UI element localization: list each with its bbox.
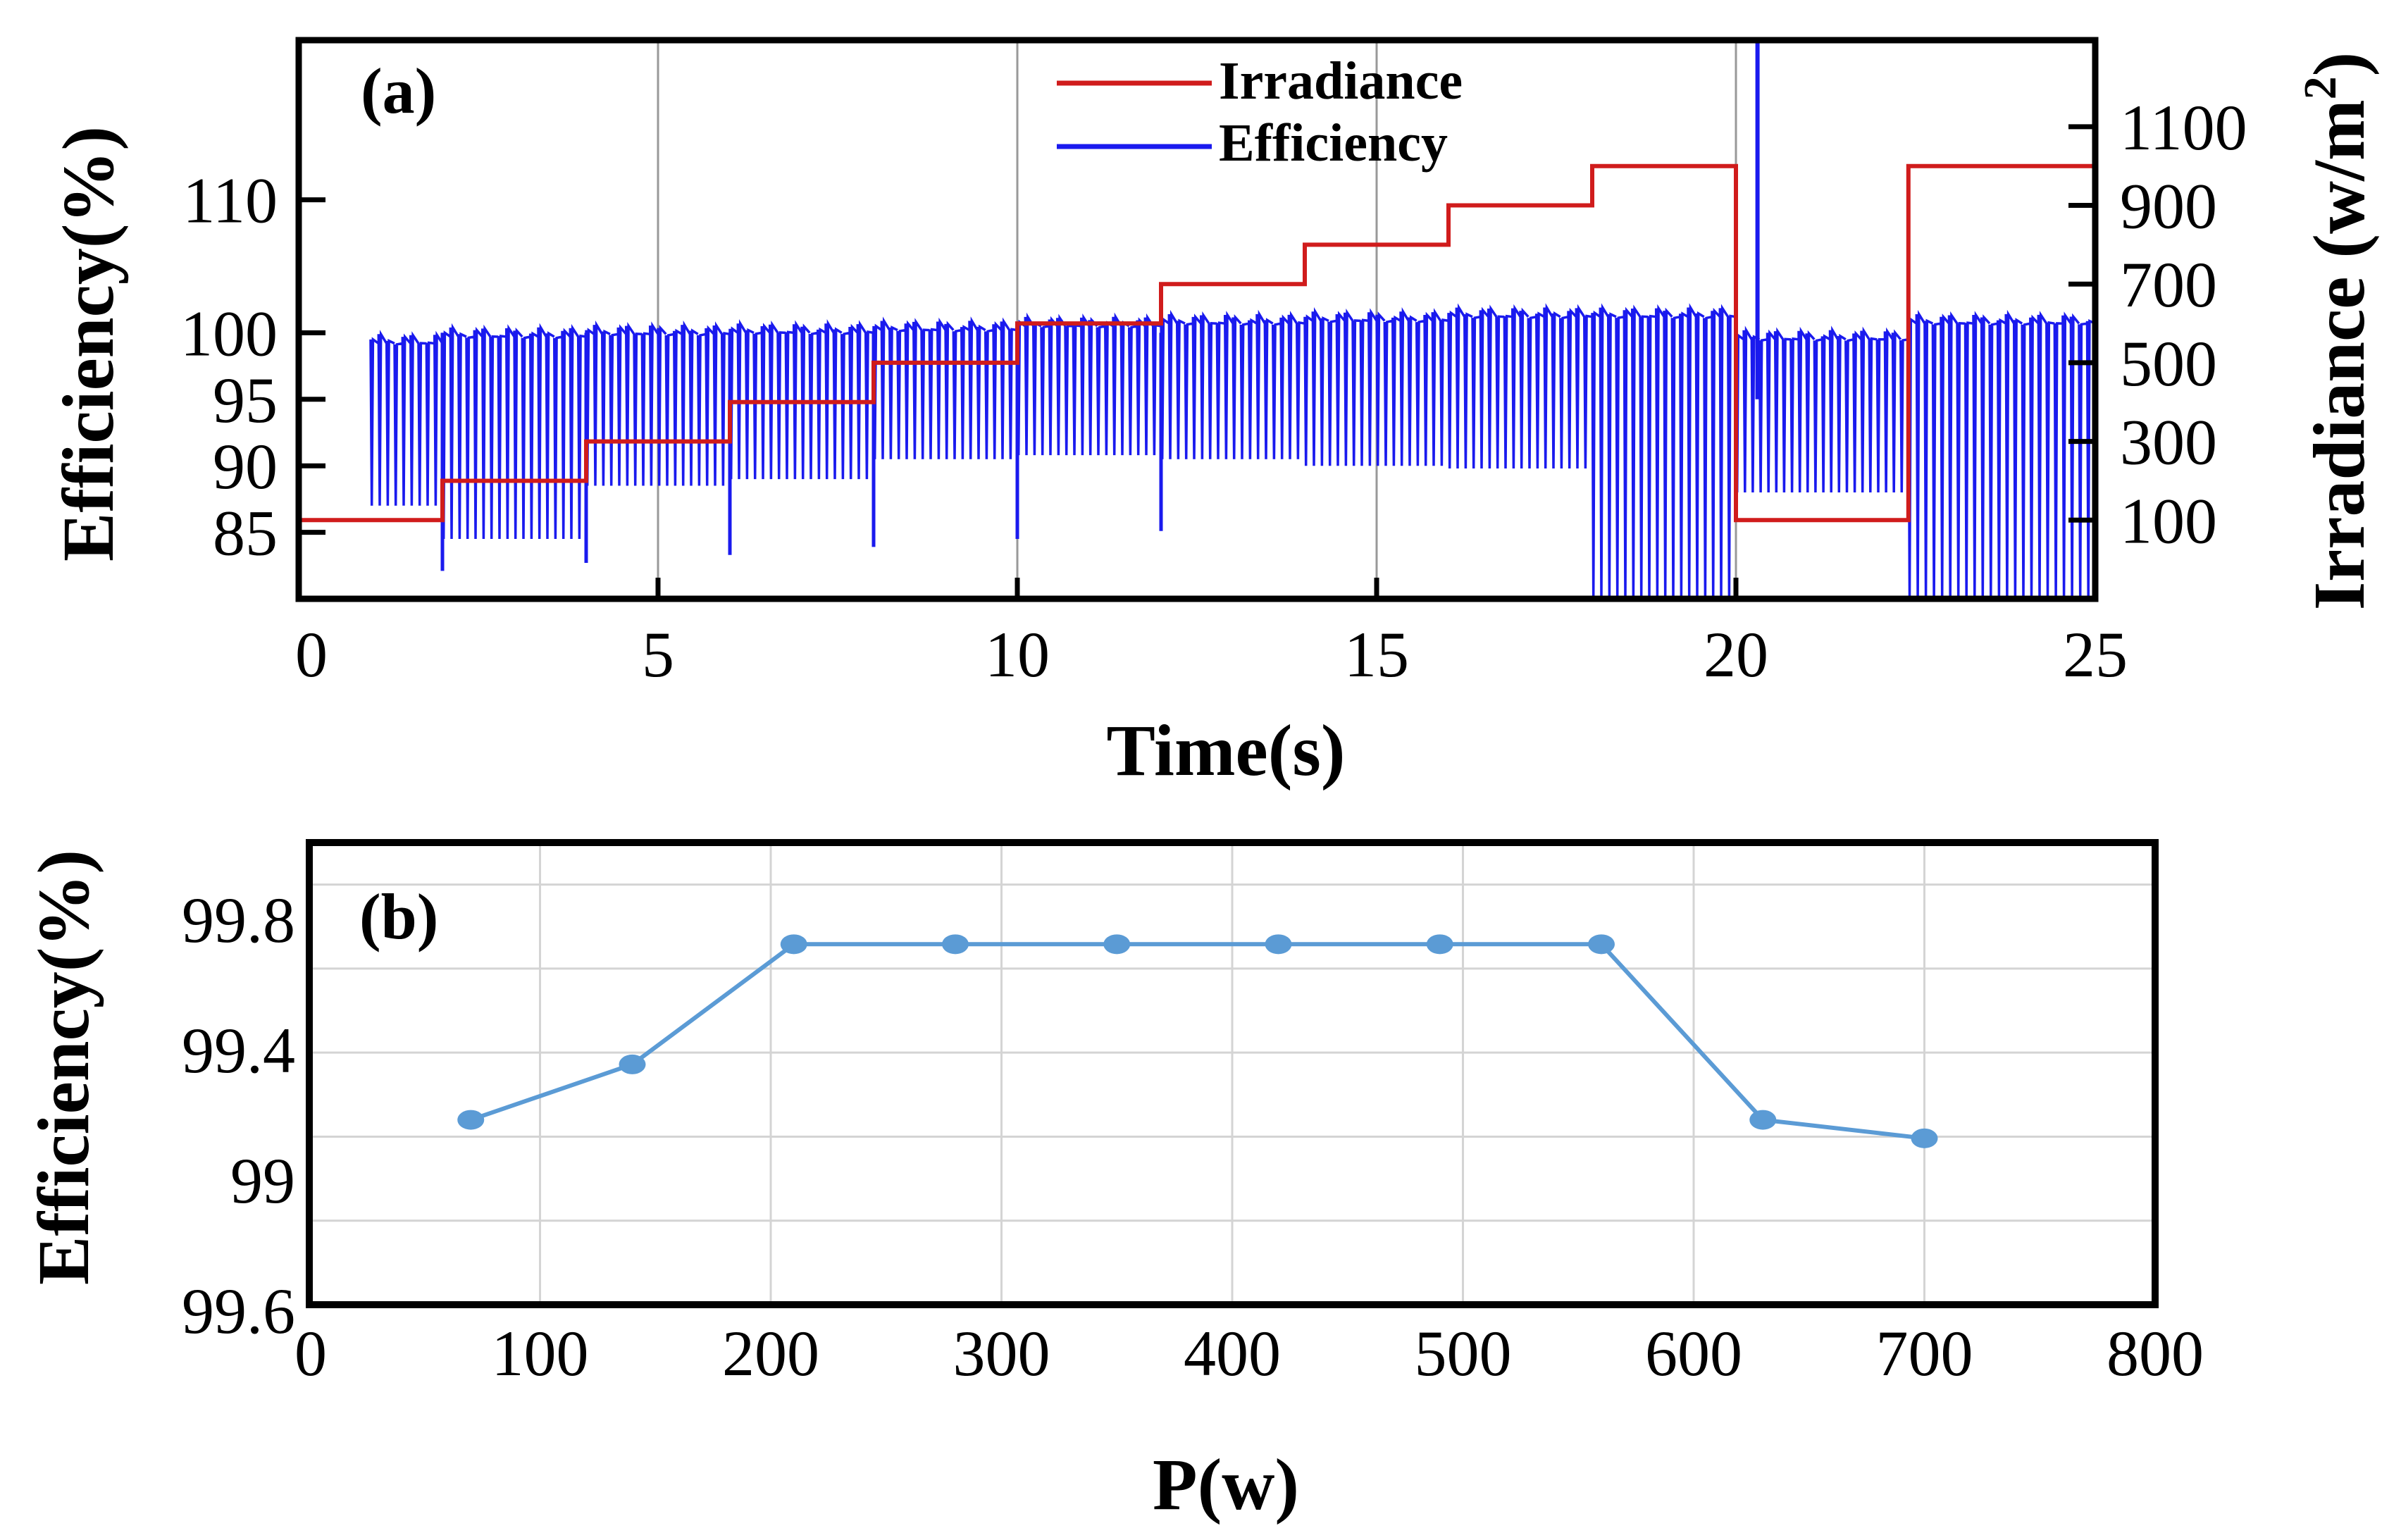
panel-b: 0 100 200 300 400 500 600 700 800 99.6 9… bbox=[23, 839, 2204, 1525]
panel-a-irradiance-series bbox=[299, 163, 2095, 523]
legend-efficiency-label: Efficiency bbox=[1219, 113, 1448, 173]
panel-b-data-point bbox=[1103, 934, 1131, 955]
panel-b-data-point bbox=[619, 1054, 646, 1074]
panel-b-x-tick-label: 400 bbox=[1184, 1317, 1281, 1389]
panel-b-x-axis-title: P(w) bbox=[1153, 1444, 1299, 1525]
panel-a-label: (a) bbox=[361, 55, 436, 127]
panel-a-y-axis-title: Efficiency(%) bbox=[48, 126, 129, 561]
panel-a-x-tick-label: 0 bbox=[295, 619, 328, 690]
panel-a-legend: Irradiance Efficiency bbox=[1057, 51, 1463, 173]
panel-a-x-tick-label: 10 bbox=[985, 619, 1050, 690]
panel-b-y-tick-label: 99.4 bbox=[182, 1014, 295, 1086]
panel-b-x-tick-label: 100 bbox=[492, 1317, 589, 1389]
panel-a-efficiency-trace bbox=[369, 303, 2096, 600]
panel-b-data-point bbox=[457, 1110, 485, 1130]
panel-a-right-y-tick-label: 500 bbox=[2120, 328, 2217, 399]
panel-b-data-point bbox=[942, 934, 969, 955]
right-axis-title-main: Irradiance (w/m bbox=[2299, 99, 2380, 610]
panel-a-right-y-tick-label: 900 bbox=[2120, 170, 2217, 242]
panel-a-y-tick-label: 95 bbox=[213, 364, 278, 436]
panel-b-y-tick-label: 99.8 bbox=[182, 884, 295, 956]
panel-b-data-point bbox=[1749, 1110, 1777, 1130]
panel-a-x-axis-title: Time(s) bbox=[1107, 710, 1346, 791]
panel-a-y-tick-label: 100 bbox=[180, 297, 278, 369]
panel-b-y-tick-label: 99 bbox=[230, 1145, 295, 1217]
panel-a-right-y-axis-title: Irradiance (w/m2) bbox=[2295, 52, 2380, 611]
panel-b-x-tick-label: 800 bbox=[2107, 1317, 2204, 1389]
panel-b-label: (b) bbox=[359, 881, 438, 952]
panel-a-x-tick-label: 20 bbox=[1704, 619, 1768, 690]
panel-a-y-tick-label: 90 bbox=[213, 430, 278, 502]
panel-a-x-tick-label: 5 bbox=[642, 619, 674, 690]
right-axis-title-superscript: 2 bbox=[2295, 76, 2346, 99]
panel-b-x-tick-label: 300 bbox=[953, 1317, 1050, 1389]
panel-a-tick-marks bbox=[296, 124, 2098, 599]
panel-a-x-tick-label: 15 bbox=[1344, 619, 1409, 690]
panel-b-data-point bbox=[1426, 934, 1453, 955]
panel-b-y-tick-label: 99.6 bbox=[182, 1275, 295, 1347]
panel-a-right-y-tick-label: 300 bbox=[2120, 406, 2217, 478]
panel-b-y-axis-title: Efficiency(%) bbox=[23, 850, 104, 1285]
panel-a-right-y-tick-label: 100 bbox=[2120, 485, 2217, 557]
panel-b-x-tick-label: 700 bbox=[1876, 1317, 1973, 1389]
panel-a-right-y-tick-label: 700 bbox=[2120, 249, 2217, 321]
panel-b-x-tick-label: 600 bbox=[1645, 1317, 1742, 1389]
panel-b-efficiency-series bbox=[470, 942, 1925, 1141]
panel-a-right-y-tick-label: 1100 bbox=[2120, 92, 2247, 163]
panel-b-plot-frame bbox=[306, 839, 2159, 1308]
panel-b-x-tick-label: 0 bbox=[294, 1317, 327, 1389]
right-axis-title-close: ) bbox=[2299, 52, 2380, 77]
panel-b-data-point bbox=[1265, 934, 1292, 955]
panel-b-data-points bbox=[457, 934, 1938, 1148]
panel-b-data-point bbox=[1911, 1128, 1938, 1148]
panel-b-data-point bbox=[1588, 934, 1615, 955]
panel-b-data-point bbox=[780, 934, 807, 955]
panel-b-x-tick-label: 200 bbox=[722, 1317, 819, 1389]
panel-a-y-tick-label: 110 bbox=[182, 165, 278, 237]
panel-b-x-tick-label: 500 bbox=[1415, 1317, 1512, 1389]
panel-a-plot-frame bbox=[295, 37, 2099, 602]
panel-a-x-tick-label: 25 bbox=[2063, 619, 2128, 690]
panel-a: 0 5 10 15 20 25 85 90 95 100 110 100 300… bbox=[48, 37, 2380, 791]
panel-a-y-tick-label: 85 bbox=[213, 497, 278, 569]
legend-irradiance-label: Irradiance bbox=[1219, 51, 1463, 111]
panel-b-grid bbox=[309, 843, 2155, 1305]
